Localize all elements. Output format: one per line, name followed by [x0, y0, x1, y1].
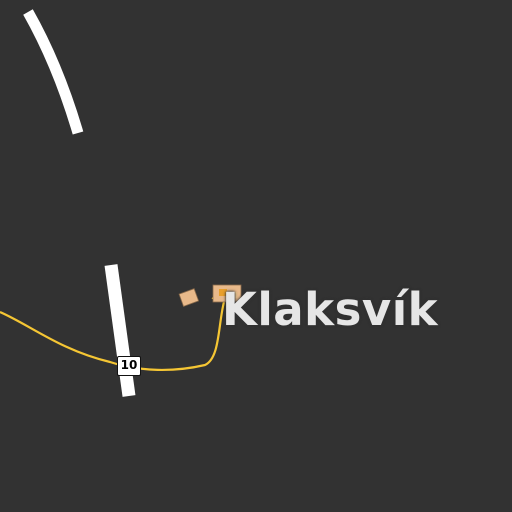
- road-shield-10[interactable]: 10: [117, 356, 141, 376]
- boundary-line: [104, 264, 136, 397]
- place-label-town[interactable]: Klaksvík: [222, 283, 439, 336]
- poi-marker: [230, 292, 237, 298]
- building: [178, 288, 200, 307]
- poi-marker: [219, 289, 227, 296]
- road-10[interactable]: [0, 301, 226, 371]
- boundary-line: [23, 9, 84, 135]
